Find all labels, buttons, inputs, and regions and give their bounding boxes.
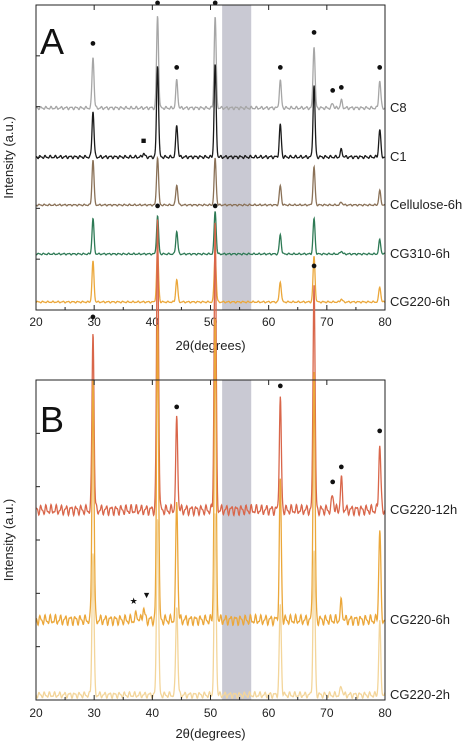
series-line-cg220-6h	[35, 250, 386, 304]
y-axis-label: Intensity (a.u.)	[1, 499, 16, 581]
series-line-cellulose-6h	[35, 155, 386, 207]
axes-frame	[35, 379, 386, 701]
peak-marker: ●	[90, 37, 97, 49]
peak-marker: ■	[141, 135, 146, 145]
x-tick-label: 70	[320, 706, 334, 720]
peak-marker: ●	[329, 84, 336, 96]
x-axis-label: 2θ(degrees)	[175, 726, 245, 741]
x-tick-label: 50	[204, 706, 218, 720]
peak-marker: ●	[212, 200, 219, 212]
peak-marker: ●	[277, 380, 284, 392]
series-label: CG220-2h	[390, 687, 450, 702]
series-line-c1	[36, 64, 386, 160]
peak-marker: ●	[277, 61, 284, 73]
peak-marker: ●	[90, 311, 97, 323]
x-tick-label: 60	[262, 706, 276, 720]
series-label: CG220-12h	[390, 502, 457, 517]
series-label: CG220-6h	[390, 294, 450, 309]
series-label: CG220-6h	[390, 612, 450, 627]
panel-letter: B	[40, 399, 64, 440]
series-line-cg220-2h	[35, 513, 386, 700]
peak-marker: ●	[311, 26, 318, 38]
x-tick-label: 80	[378, 315, 392, 329]
peak-marker: ●	[376, 425, 383, 437]
series-label: Cellulose-6h	[390, 197, 462, 212]
series-line-cg220-6h	[35, 318, 386, 628]
peak-marker: ●	[338, 82, 345, 94]
x-tick-label: 30	[87, 315, 101, 329]
peak-marker: ●	[173, 61, 180, 73]
series-line-cg220-12h	[35, 219, 386, 518]
peak-marker: ●	[173, 401, 180, 413]
peak-marker: ●	[376, 61, 383, 73]
series-line-cg310-6h	[35, 211, 386, 256]
x-tick-label: 60	[262, 315, 276, 329]
y-axis-label: Intensity (a.u.)	[1, 116, 16, 198]
x-tick-label: 70	[320, 315, 334, 329]
x-tick-label: 30	[87, 706, 101, 720]
x-tick-label: 20	[29, 706, 43, 720]
x-tick-label: 80	[378, 706, 392, 720]
series-line-c8	[35, 16, 386, 111]
peak-marker: ●	[154, 200, 161, 212]
series-label: C1	[390, 149, 407, 164]
peak-marker: ★	[130, 596, 138, 606]
panel-letter: A	[40, 21, 64, 62]
peak-marker: ●	[311, 260, 318, 272]
x-tick-label: 40	[146, 315, 160, 329]
series-label: C8	[390, 100, 407, 115]
x-tick-label: 40	[146, 706, 160, 720]
shaded-region	[222, 380, 252, 700]
peak-marker: ▼	[142, 590, 151, 600]
series-label: CG310-6h	[390, 246, 450, 261]
peak-marker: ●	[329, 476, 336, 488]
peak-marker: ●	[338, 461, 345, 473]
x-axis-label: 2θ(degrees)	[175, 338, 245, 353]
x-tick-label: 20	[29, 315, 43, 329]
